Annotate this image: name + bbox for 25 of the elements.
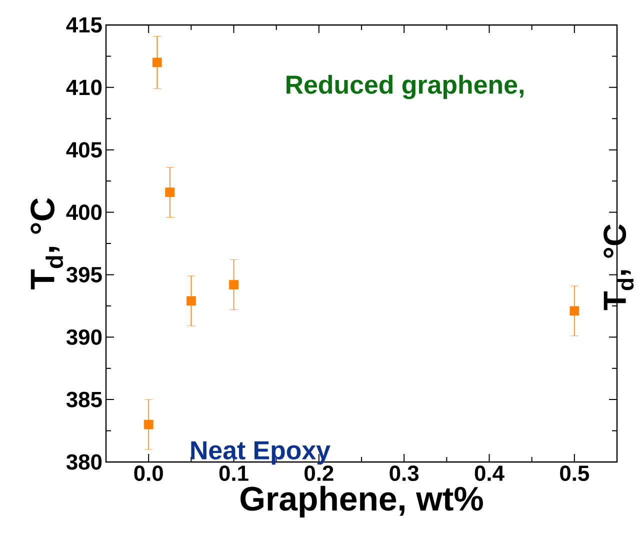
y-tick-label: 405 bbox=[66, 142, 102, 158]
x-tick-label: 0.3 bbox=[390, 465, 419, 482]
point bbox=[165, 188, 175, 197]
x-tick-label: 0.4 bbox=[474, 465, 504, 482]
annotation: Reduced graphene, bbox=[286, 74, 524, 100]
y-tick-label: 380 bbox=[66, 454, 102, 470]
point bbox=[144, 420, 154, 430]
point bbox=[229, 280, 238, 290]
point bbox=[152, 58, 162, 68]
y-tick-label: 390 bbox=[66, 329, 102, 345]
y-tick-label: 410 bbox=[66, 80, 102, 96]
point bbox=[186, 296, 196, 306]
y-axis-title: T$_{d}$, °C bbox=[30, 198, 64, 290]
x-tick-label: 0.0 bbox=[134, 465, 163, 482]
y-tick-label: 400 bbox=[66, 204, 102, 220]
annotation: Neat Epoxy bbox=[191, 441, 330, 465]
x-tick-label: 0.2 bbox=[304, 465, 334, 482]
y-tick-label: 385 bbox=[66, 392, 102, 408]
y2-axis-title: T$_{d}$, °C bbox=[604, 224, 634, 310]
y-tick-label: 395 bbox=[66, 266, 102, 282]
x-axis-title: Graphene, wt% bbox=[240, 486, 483, 518]
point bbox=[570, 306, 580, 316]
x-tick-label: 0.1 bbox=[219, 465, 248, 482]
x-tick-label: 0.5 bbox=[560, 465, 590, 482]
y-tick-label: 415 bbox=[66, 17, 102, 33]
